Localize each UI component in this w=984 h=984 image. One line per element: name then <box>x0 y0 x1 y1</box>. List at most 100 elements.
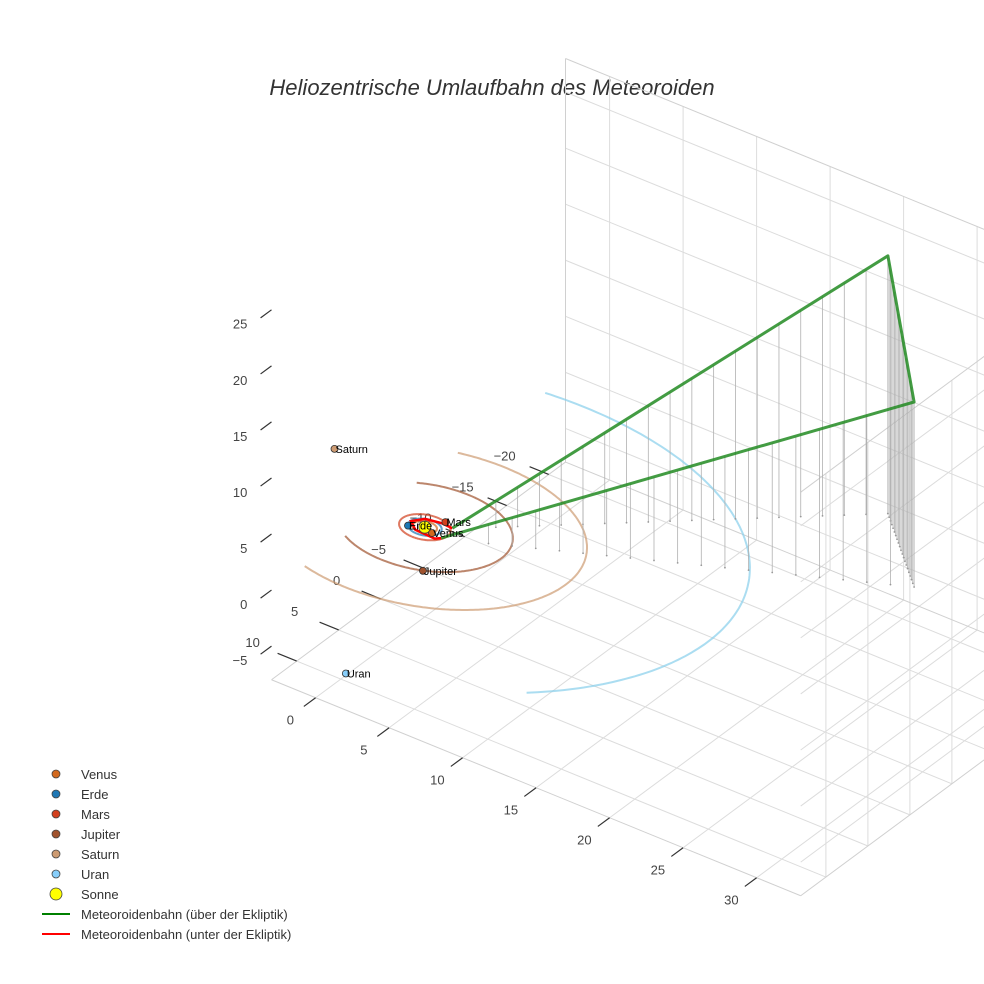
y-tick-mark <box>597 817 610 827</box>
x-tick-mark <box>403 559 423 569</box>
grid-line <box>565 315 984 488</box>
z-tick-mark <box>260 309 272 319</box>
z-tick-label: 20 <box>233 373 247 388</box>
legend-label: Jupiter <box>81 827 121 842</box>
axis-edge <box>565 58 984 230</box>
grid-line <box>756 708 984 879</box>
legend-marker-swatch <box>51 869 61 879</box>
drop-line-foot <box>487 542 490 545</box>
planet-label-venus: Venus <box>433 528 464 540</box>
drop-line-foot <box>902 556 905 559</box>
drop-lines <box>487 255 915 588</box>
x-tick-mark <box>277 652 297 662</box>
drop-line-foot <box>516 525 519 528</box>
y-tick-label: 0 <box>287 712 294 727</box>
legend-marker-swatch <box>51 809 61 819</box>
legend-label: Erde <box>81 787 108 802</box>
grid-line <box>609 599 904 819</box>
legend-marker-swatch <box>51 849 61 859</box>
drop-line-foot <box>712 518 715 521</box>
grid-line <box>800 389 984 527</box>
z-tick-mark <box>260 533 272 543</box>
grid-line <box>565 147 984 320</box>
legend-marker-swatch <box>51 829 61 839</box>
legend-label: Mars <box>81 807 110 822</box>
sun-marker <box>418 520 432 534</box>
drop-line-foot <box>747 569 750 572</box>
drop-line-foot <box>538 524 541 527</box>
drop-line-foot <box>905 564 908 566</box>
axis-edge <box>800 759 984 897</box>
y-tick-mark <box>523 787 537 797</box>
y-tick-mark <box>376 727 390 737</box>
z-tick-label: 15 <box>233 429 247 444</box>
drop-line-foot <box>900 549 902 552</box>
drop-line-foot <box>582 552 584 555</box>
orbit-saturn <box>343 451 588 611</box>
grid-line <box>800 613 984 751</box>
grid-lines <box>271 58 984 897</box>
planet-label-uran: Uran <box>347 668 371 680</box>
drop-line-foot <box>904 560 906 563</box>
drop-line-foot <box>913 586 915 588</box>
grid-line <box>565 259 984 432</box>
drop-line-foot <box>771 571 774 574</box>
chart-title: Heliozentrische Umlaufbahn des Meteoroid… <box>269 75 714 100</box>
drop-line-foot <box>794 574 797 576</box>
z-tick-label: 25 <box>233 317 247 332</box>
y-tick-mark <box>670 847 684 857</box>
drop-line-foot <box>653 559 655 562</box>
drop-line-foot <box>756 517 759 520</box>
grid-line <box>682 629 978 849</box>
legend: Venus Erde Mars Jupiter Saturn Uran Sonne Meteo… <box>42 767 291 942</box>
orbit-mars <box>398 513 452 542</box>
drop-line-foot <box>843 514 846 516</box>
grid-line <box>565 371 984 544</box>
z-tick-mark <box>260 365 272 375</box>
drop-line-foot <box>890 523 893 526</box>
z-tick-mark <box>260 589 272 599</box>
grid-line <box>315 479 610 699</box>
x-tick-label: 10 <box>245 635 259 650</box>
planet-label-erde: Erde <box>409 521 432 533</box>
drop-line-foot <box>647 521 650 523</box>
orbit-jupiter <box>344 535 382 561</box>
axis-edge <box>271 461 566 681</box>
drop-line-foot <box>629 557 632 559</box>
drop-line-foot <box>778 516 780 519</box>
y-tick-mark <box>450 757 463 767</box>
grid-line <box>800 501 984 639</box>
grid-line <box>464 536 984 750</box>
drop-line-foot <box>605 554 608 557</box>
drop-line-foot <box>724 566 726 569</box>
y-tick-label: 10 <box>430 772 444 787</box>
legend-label: Meteoroidenbahn (unter der Ekliptik) <box>81 927 291 942</box>
drop-line-foot <box>893 531 896 533</box>
x-tick-mark <box>319 621 339 631</box>
drop-line-foot <box>910 578 913 581</box>
y-tick-label: 25 <box>651 862 665 877</box>
drop-line-foot <box>669 520 671 523</box>
legend-marker-swatch <box>51 789 61 799</box>
x-tick-mark <box>529 466 549 476</box>
z-tick-label: −5 <box>233 653 248 668</box>
orbit-uran <box>526 391 751 694</box>
legend-label: Meteoroidenbahn (über der Ekliptik) <box>81 907 288 922</box>
y-tick-label: 30 <box>724 892 738 907</box>
drop-line-foot <box>700 564 703 567</box>
drop-line-foot <box>901 553 904 555</box>
axis-edge <box>565 461 984 634</box>
drop-line-foot <box>894 534 897 537</box>
orbit-jupiter <box>380 481 514 574</box>
drop-line-foot <box>888 516 891 519</box>
grid-line <box>800 725 984 863</box>
planet-marker-jupiter <box>419 566 427 575</box>
grid-line <box>800 445 984 583</box>
x-tick-label: 0 <box>333 573 340 588</box>
grid-line <box>565 203 984 376</box>
drop-line-foot <box>818 576 821 579</box>
drop-line-foot <box>558 549 561 552</box>
y-tick-mark <box>744 877 757 887</box>
drop-line-foot <box>897 542 900 544</box>
